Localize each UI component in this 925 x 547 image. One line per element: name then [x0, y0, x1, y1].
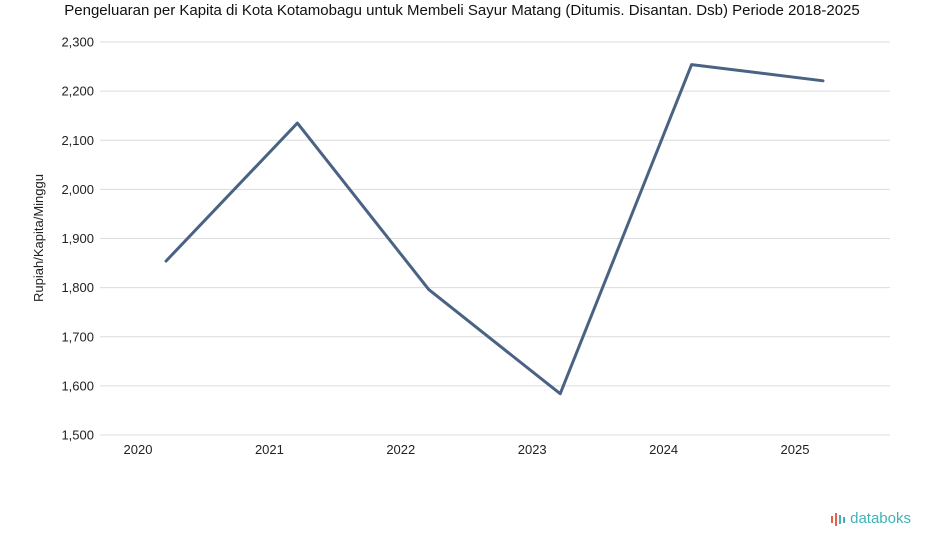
series-layer: [164, 63, 825, 396]
y-tick-label: 2,000: [61, 182, 94, 197]
y-tick-label: 1,600: [61, 378, 94, 393]
y-tick-label: 1,500: [61, 428, 94, 443]
x-tick-label: 2022: [386, 442, 415, 457]
databoks-logo: databoks: [830, 510, 911, 527]
x-tick-label: 2023: [518, 442, 547, 457]
chart-title: Pengeluaran per Kapita di Kota Kotamobag…: [64, 2, 859, 19]
x-tick-label: 2024: [649, 442, 678, 457]
y-tick-label: 1,700: [61, 329, 94, 344]
y-tick-label: 2,100: [61, 133, 94, 148]
series-line: [164, 63, 825, 396]
x-tick-label: 2020: [124, 442, 153, 457]
databoks-bars-icon: [831, 512, 846, 526]
gridlines: [100, 41, 890, 436]
x-tick-label: 2021: [255, 442, 284, 457]
x-axis-ticks: 2020 2021 2022 2023 2024 2025: [124, 442, 810, 457]
y-axis-ticks: 1,500 1,600 1,700 1,800 1,900 2,000 2,100 2,200…: [61, 35, 94, 443]
y-axis-label: Rupiah/Kapita/Minggu: [31, 174, 46, 302]
y-tick-label: 1,900: [61, 231, 94, 246]
y-tick-label: 2,300: [61, 35, 94, 50]
databoks-logo-text: databoks: [850, 510, 911, 527]
y-tick-label: 2,200: [61, 84, 94, 99]
y-tick-label: 1,800: [61, 280, 94, 295]
x-tick-label: 2025: [781, 442, 810, 457]
